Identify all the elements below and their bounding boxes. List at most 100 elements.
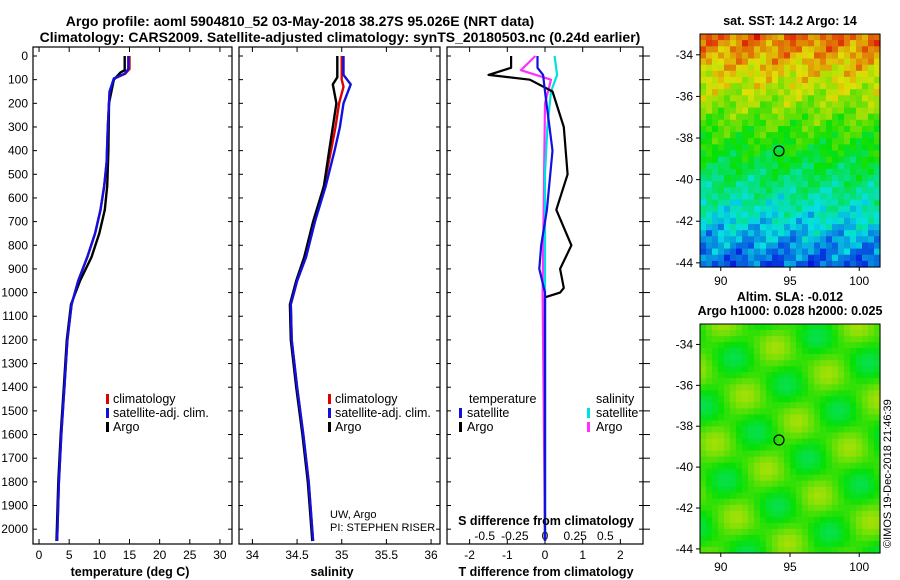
sst-cell [862,126,869,133]
map-ytick-label: -44 [676,542,694,556]
sla-cell [826,540,833,548]
sla-cell [862,468,869,476]
sst-cell [754,89,761,96]
sst-cell [772,76,779,84]
sla-cell [856,342,863,349]
sla-cell [862,474,869,482]
sla-cell [718,450,725,458]
sst-cell [700,260,707,268]
sla-cell [706,444,713,452]
sla-cell [826,450,833,458]
sst-cell [748,168,755,176]
sst-cell [730,217,737,225]
sla-cell [754,540,761,548]
sst-cell [808,58,815,66]
sla-cell [802,480,809,488]
sst-cell [790,193,797,201]
sla-cell [796,534,803,542]
sst-cell [760,254,767,262]
sla-cell [778,378,785,385]
sla-cell [802,354,809,361]
sla-cell [730,438,737,446]
sst-cell [844,40,851,47]
sla-cell [706,384,713,391]
sla-cell [766,468,773,476]
sla-cell [868,522,875,530]
sst-cell [826,230,833,237]
sla-cell [706,336,713,343]
sst-cell [742,107,749,115]
sst-cell [796,175,803,182]
sst-cell [730,113,737,121]
sla-cell [784,444,791,452]
sla-cell [868,528,875,536]
difference-xtick-label: -2 [464,548,475,562]
sst-cell [742,83,749,90]
sst-cell [868,150,875,158]
sla-cell [718,492,725,500]
sst-cell [802,230,809,237]
sst-cell [838,89,845,96]
sst-cell [730,76,737,84]
sst-cell [874,205,881,213]
sst-cell [874,83,881,90]
sla-cell [784,396,791,403]
sla-cell [814,468,821,476]
sst-cell [706,260,713,268]
sst-cell [700,211,707,219]
sst-cell [718,175,725,182]
sla-cell [700,462,707,470]
sst-cell [754,248,761,256]
sla-cell [700,540,707,548]
sst-cell [844,70,851,78]
sla-cell [766,414,773,421]
sla-cell [874,402,881,409]
sst-cell [814,58,821,66]
sla-cell [796,330,803,337]
sla-cell [730,444,737,452]
sla-cell [766,444,773,452]
sst-cell [706,132,713,139]
sst-cell [790,70,797,78]
sst-cell [718,150,725,158]
legend-swatch-climatology [106,394,109,404]
sla-cell [838,402,845,409]
sst-cell [712,76,719,84]
difference-xlabel: T difference from climatology [458,565,633,579]
sla-cell [844,408,851,415]
sla-cell [874,342,881,349]
s-difference-argo-line [519,55,553,542]
sst-cell [784,199,791,207]
sla-cell [820,534,827,542]
sst-cell [760,248,767,256]
sst-cell [712,242,719,250]
sla-cell [844,540,851,548]
sla-cell [724,480,731,488]
sst-cell [862,40,869,47]
sla-cell [808,522,815,530]
sst-cell [808,156,815,164]
sla-cell [736,510,743,518]
sla-cell [730,414,737,421]
sst-cell [844,187,851,194]
sst-cell [826,242,833,250]
sst-cell [796,156,803,164]
sla-cell [748,402,755,409]
depth-tick-label: 1800 [1,475,28,489]
sst-cell [712,83,719,90]
sla-cell [868,336,875,343]
sst-cell [844,95,851,102]
sla-cell [814,408,821,415]
sla-cell [856,396,863,403]
sla-cell [838,504,845,512]
sla-cell [820,486,827,494]
sla-cell [706,426,713,433]
sla-cell [748,426,755,433]
sst-cell [820,242,827,250]
sst-cell [820,181,827,188]
sst-cell [862,46,869,53]
sla-cell [754,336,761,343]
sst-cell [718,217,725,225]
sst-cell [784,175,791,182]
sla-cell [850,492,857,500]
